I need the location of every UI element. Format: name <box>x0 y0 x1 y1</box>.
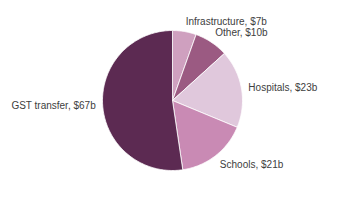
svg-text:Schools, $21b: Schools, $21b <box>220 159 284 170</box>
svg-text:GST transfer, $67b: GST transfer, $67b <box>11 100 96 111</box>
svg-text:Other, $10b: Other, $10b <box>215 27 268 38</box>
svg-text:Infrastructure, $7b: Infrastructure, $7b <box>186 16 268 27</box>
svg-text:Hospitals, $23b: Hospitals, $23b <box>248 82 317 93</box>
